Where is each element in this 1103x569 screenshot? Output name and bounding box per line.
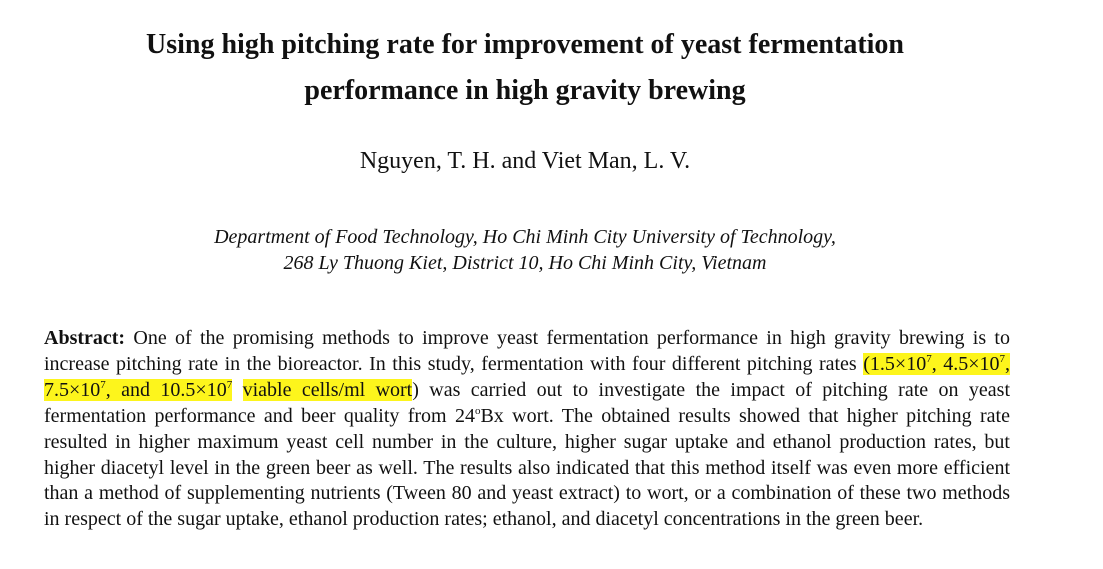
paper-title-line-2: performance in high gravity brewing bbox=[304, 75, 746, 106]
abstract-label: Abstract: bbox=[44, 327, 126, 349]
paper-title: Using high pitching rate for improvement… bbox=[0, 22, 1050, 114]
exponent-3: 7 bbox=[100, 378, 106, 391]
exponent-4: 7 bbox=[226, 378, 233, 391]
abstract-paragraph: Abstract: One of the promising methods t… bbox=[44, 326, 1011, 533]
highlighted-unit: viable cells/ml wort bbox=[242, 378, 413, 401]
paper-affiliation: Department of Food Technology, Ho Chi Mi… bbox=[0, 224, 1050, 276]
abstract-text-part-2: ) was carried out to investigate the imp… bbox=[44, 378, 1011, 427]
paper-title-line-1: Using high pitching rate for improvement… bbox=[146, 29, 904, 60]
highlight-rate-4: , and 10.5×10 bbox=[105, 378, 227, 401]
exponent-2: 7 bbox=[999, 352, 1006, 365]
abstract-text-part-1: One of the promising methods to improve … bbox=[44, 327, 1010, 375]
highlight-rate-3: , 7.5×10 bbox=[44, 352, 1011, 401]
exponent-1: 7 bbox=[926, 352, 932, 365]
affiliation-line-1: Department of Food Technology, Ho Chi Mi… bbox=[214, 226, 836, 248]
degree-superscript: o bbox=[474, 404, 481, 417]
highlight-rate-2: , 4.5×10 bbox=[931, 352, 1000, 375]
highlight-rate-1: (1.5×10 bbox=[863, 352, 927, 375]
paper-authors: Nguyen, T. H. and Viet Man, L. V. bbox=[359, 148, 691, 174]
affiliation-line-2: 268 Ly Thuong Kiet, District 10, Ho Chi … bbox=[283, 252, 767, 274]
abstract-text-part-3: Bx wort. The obtained results showed tha… bbox=[44, 404, 1010, 531]
